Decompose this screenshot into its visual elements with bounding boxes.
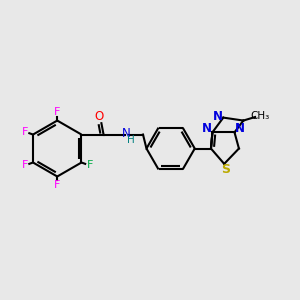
Text: F: F bbox=[86, 160, 93, 170]
Text: F: F bbox=[54, 107, 60, 117]
Text: H: H bbox=[128, 135, 135, 145]
Text: F: F bbox=[54, 180, 60, 190]
Text: F: F bbox=[22, 160, 28, 170]
Text: O: O bbox=[94, 110, 104, 123]
Text: F: F bbox=[22, 127, 28, 136]
Text: N: N bbox=[213, 110, 223, 123]
Text: S: S bbox=[221, 163, 230, 176]
Text: CH₃: CH₃ bbox=[250, 110, 270, 121]
Text: N: N bbox=[202, 122, 212, 135]
Text: N: N bbox=[235, 122, 244, 135]
Text: N: N bbox=[122, 128, 131, 140]
